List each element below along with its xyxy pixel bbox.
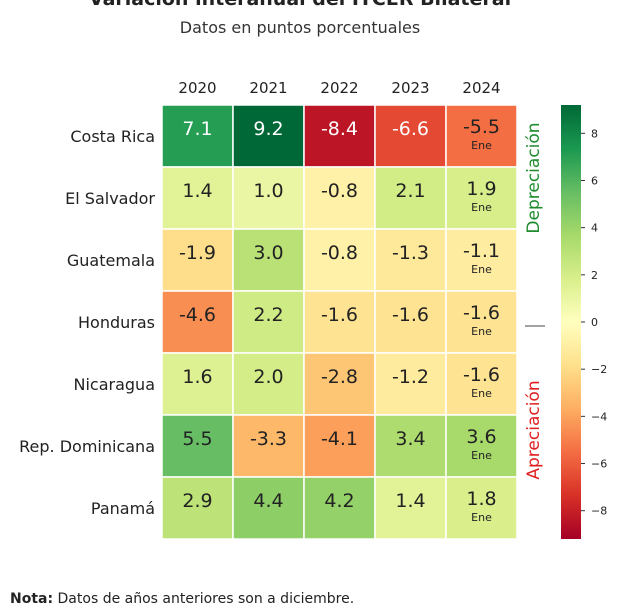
cell-value-label: 1.0 bbox=[253, 180, 283, 202]
cell-value-label: -0.8 bbox=[321, 242, 358, 264]
heatmap-cell bbox=[161, 414, 234, 478]
cell-note-label: Ene bbox=[471, 263, 492, 276]
colorbar-tick-label: 6 bbox=[591, 174, 598, 187]
row-label: Honduras bbox=[78, 313, 155, 332]
row-label: Rep. Dominicana bbox=[19, 437, 155, 456]
cell-value-label: -1.1 bbox=[463, 240, 500, 262]
chart-title: Variación interanual del ITCER Bilateral bbox=[0, 0, 600, 10]
cell-value-label: 3.6 bbox=[466, 426, 496, 448]
heatmap-cell bbox=[374, 352, 447, 416]
heatmap-cell bbox=[232, 414, 305, 478]
colorbar-tick-label: 8 bbox=[591, 127, 598, 140]
cell-note-label: Ene bbox=[471, 449, 492, 462]
row-label: Nicaragua bbox=[74, 375, 156, 394]
cell-value-label: -1.9 bbox=[179, 242, 216, 264]
cell-value-label: 1.4 bbox=[395, 490, 425, 512]
heatmap-cell bbox=[445, 104, 518, 168]
cell-value-label: -4.6 bbox=[179, 304, 216, 326]
colorbar-tick-label: 4 bbox=[591, 222, 598, 235]
cell-value-label: -1.6 bbox=[463, 364, 500, 386]
row-label: Panamá bbox=[91, 499, 155, 518]
cell-value-label: 1.6 bbox=[182, 366, 212, 388]
column-label-2020: 2020 bbox=[178, 79, 216, 97]
heatmap-cell bbox=[232, 352, 305, 416]
colorbar bbox=[561, 105, 581, 539]
row-label: El Salvador bbox=[65, 189, 155, 208]
cell-value-label: -8.4 bbox=[321, 118, 358, 140]
colorbar-tick-label: 0 bbox=[591, 316, 598, 329]
footnote-label: Nota: bbox=[10, 591, 54, 607]
column-label-2024: 2024 bbox=[462, 79, 500, 97]
cell-value-label: -5.5 bbox=[463, 116, 500, 138]
heatmap-cell bbox=[232, 476, 305, 540]
heatmap-cell bbox=[161, 352, 234, 416]
cell-value-label: 9.2 bbox=[253, 118, 283, 140]
cell-value-label: 7.1 bbox=[182, 118, 212, 140]
cell-value-label: 1.9 bbox=[466, 178, 496, 200]
column-label-2021: 2021 bbox=[249, 79, 287, 97]
heatmap-cell bbox=[232, 290, 305, 354]
cell-value-label: -0.8 bbox=[321, 180, 358, 202]
cell-note-label: Ene bbox=[471, 201, 492, 214]
cell-value-label: -1.6 bbox=[463, 302, 500, 324]
cell-value-label: -6.6 bbox=[392, 118, 429, 140]
cell-value-label: 4.4 bbox=[253, 490, 283, 512]
footnote-text: Datos de años anteriores son a diciembre… bbox=[57, 591, 355, 607]
heatmap-cell bbox=[161, 476, 234, 540]
footnote: Nota: Datos de años anteriores son a dic… bbox=[10, 591, 354, 607]
cell-note-label: Ene bbox=[471, 139, 492, 152]
heatmap-cell bbox=[445, 228, 518, 292]
cell-value-label: 5.5 bbox=[182, 428, 212, 450]
cell-value-label: -1.6 bbox=[392, 304, 429, 326]
heatmap-cell bbox=[232, 104, 305, 168]
heatmap-cell bbox=[232, 228, 305, 292]
heatmap-cell bbox=[303, 104, 376, 168]
cell-value-label: 2.1 bbox=[395, 180, 425, 202]
cell-value-label: 1.4 bbox=[182, 180, 212, 202]
heatmap-cell bbox=[303, 352, 376, 416]
colorbar-tick-label: −6 bbox=[591, 458, 607, 471]
cell-value-label: -3.3 bbox=[250, 428, 287, 450]
cell-value-label: 2.2 bbox=[253, 304, 283, 326]
row-label: Guatemala bbox=[67, 251, 155, 270]
cell-value-label: -1.3 bbox=[392, 242, 429, 264]
chart-subtitle: Datos en puntos porcentuales bbox=[179, 18, 421, 37]
cell-value-label: 1.8 bbox=[466, 488, 496, 510]
heatmap-cell bbox=[374, 104, 447, 168]
colorbar-tick-label: 2 bbox=[591, 269, 598, 282]
cell-value-label: 2.0 bbox=[253, 366, 283, 388]
column-label-2023: 2023 bbox=[391, 79, 429, 97]
cell-value-label: 4.2 bbox=[324, 490, 354, 512]
heatmap-cell bbox=[303, 476, 376, 540]
cell-note-label: Ene bbox=[471, 387, 492, 400]
cell-value-label: -2.8 bbox=[321, 366, 358, 388]
heatmap-cell bbox=[232, 166, 305, 230]
cell-value-label: -4.1 bbox=[321, 428, 358, 450]
cell-value-label: 3.0 bbox=[253, 242, 283, 264]
cell-value-label: -1.2 bbox=[392, 366, 429, 388]
cell-note-label: Ene bbox=[471, 325, 492, 338]
row-label: Costa Rica bbox=[70, 127, 155, 146]
heatmap-cell bbox=[374, 228, 447, 292]
heatmap-cell bbox=[445, 414, 518, 478]
cell-value-label: -1.6 bbox=[321, 304, 358, 326]
heatmap-cell bbox=[445, 290, 518, 354]
heatmap-cell bbox=[161, 228, 234, 292]
heatmap-cell bbox=[445, 352, 518, 416]
colorbar-tick-label: −2 bbox=[591, 363, 607, 376]
column-label-2022: 2022 bbox=[320, 79, 358, 97]
cell-value-label: 3.4 bbox=[395, 428, 425, 450]
colorbar-tick-label: −8 bbox=[591, 505, 607, 518]
heatmap-cell bbox=[161, 166, 234, 230]
heatmap-cell bbox=[445, 476, 518, 540]
heatmap-cell bbox=[161, 290, 234, 354]
appreciation-label: Apreciación bbox=[524, 380, 544, 479]
depreciation-label: Depreciación bbox=[524, 122, 544, 233]
cell-value-label: 2.9 bbox=[182, 490, 212, 512]
cell-note-label: Ene bbox=[471, 511, 492, 524]
colorbar-tick-label: −4 bbox=[591, 410, 607, 423]
